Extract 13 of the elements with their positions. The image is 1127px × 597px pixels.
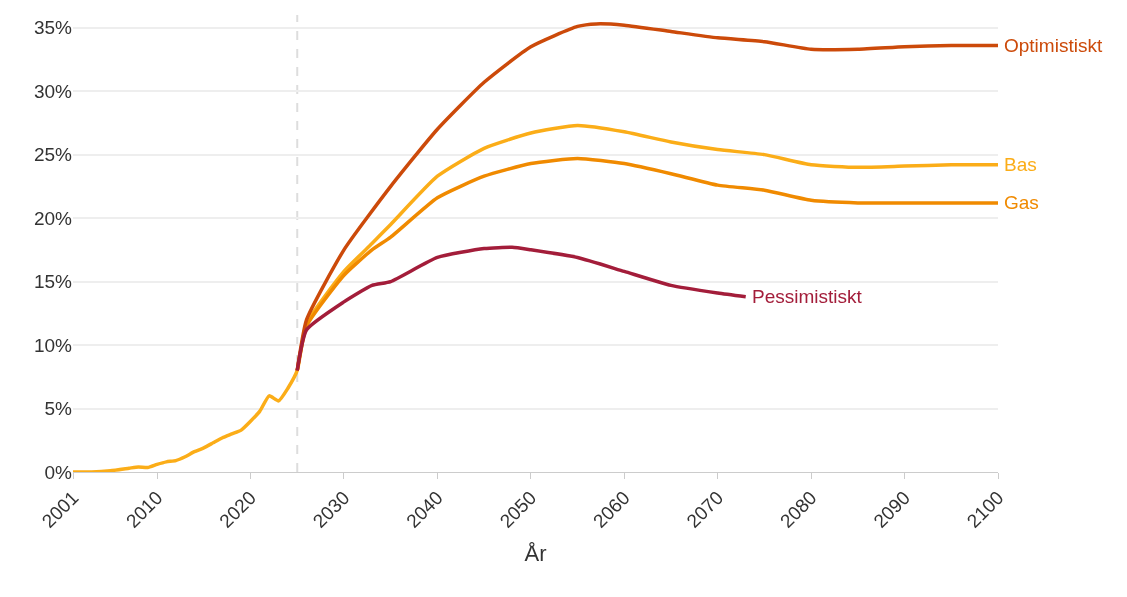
y-tick-label: 30% <box>33 80 73 102</box>
y-tick-label: 20% <box>33 207 73 229</box>
series-label: Gas <box>1004 192 1039 213</box>
series-label: Pessimistiskt <box>752 286 863 307</box>
y-tick-label: 10% <box>33 334 73 356</box>
series-label: Bas <box>1004 154 1037 175</box>
y-tick-label: 5% <box>44 398 73 420</box>
x-axis-title: År <box>524 540 547 566</box>
y-tick-label: 15% <box>33 271 73 293</box>
y-tick-label: 25% <box>33 144 73 166</box>
series-label: Optimistiskt <box>1004 35 1103 56</box>
y-tick-label: 0% <box>44 461 73 483</box>
y-tick-label: 35% <box>33 17 73 39</box>
